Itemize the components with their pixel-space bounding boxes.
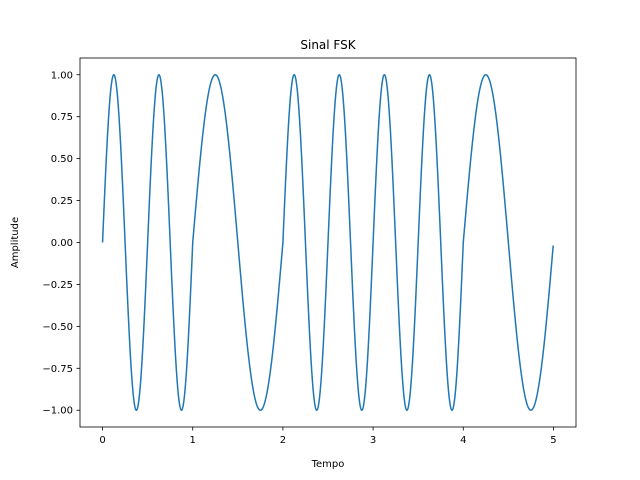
y-tick-label: 0.75 (51, 112, 73, 123)
y-tick-label: 0.00 (51, 238, 73, 249)
x-axis-label: Tempo (311, 459, 345, 470)
x-tick-label: 0 (99, 435, 105, 446)
y-axis-label: Amplitude (10, 217, 21, 268)
x-tick-label: 4 (460, 435, 466, 446)
y-tick-label: 1.00 (51, 70, 73, 81)
fsk-signal-line (101, 74, 554, 411)
y-tick-label: −0.25 (42, 280, 73, 291)
y-tick-label: 0.50 (51, 154, 73, 165)
y-tick-label: −0.50 (42, 322, 73, 333)
x-tick-label: 2 (280, 435, 286, 446)
y-tick-label: 0.25 (51, 196, 73, 207)
x-tick-label: 1 (190, 435, 196, 446)
y-axis: 1.00 0.75 0.50 0.25 0.00 −0.25 −0.50 −0.75 −1.00 (42, 70, 80, 417)
x-axis: 0 1 2 3 4 5 (99, 427, 557, 446)
y-tick-label: −0.75 (42, 364, 73, 375)
chart-title: Sinal FSK (300, 38, 356, 52)
x-tick-label: 3 (370, 435, 376, 446)
y-tick-label: −1.00 (42, 406, 73, 417)
x-tick-label: 5 (550, 435, 556, 446)
series-layer (101, 74, 554, 411)
